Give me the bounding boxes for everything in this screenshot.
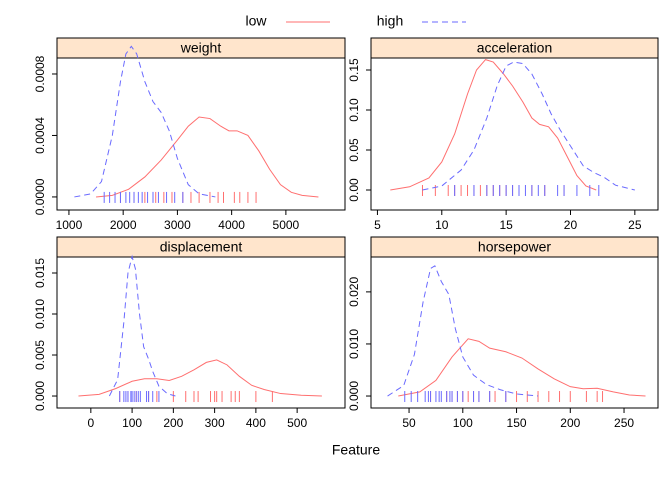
panel-frame (56, 256, 346, 409)
y-tick-label: 0.000 (33, 381, 47, 411)
x-tick-label: 100 (453, 416, 473, 430)
x-tick-label: 1000 (56, 218, 83, 232)
x-axis-label: Feature (332, 442, 380, 458)
legend-label: low (245, 13, 267, 29)
density-line (108, 254, 176, 397)
x-tick-label: 10 (435, 218, 449, 232)
panel-frame (370, 57, 659, 211)
x-tick-label: 200 (163, 416, 183, 430)
panel-title: horsepower (478, 239, 551, 255)
legend-label: high (377, 13, 403, 29)
x-tick-label: 300 (205, 416, 225, 430)
density-line (387, 265, 539, 397)
panel-frame (56, 57, 346, 211)
y-tick-label: 0.15 (347, 58, 361, 82)
density-line (78, 359, 322, 397)
panel-title: weight (180, 40, 222, 56)
x-tick-label: 100 (122, 416, 142, 430)
y-tick-label: 0.0008 (33, 55, 47, 92)
density-line (398, 338, 646, 397)
x-tick-label: 150 (507, 416, 527, 430)
x-tick-label: 0 (87, 416, 94, 430)
density-line (96, 116, 319, 198)
x-tick-label: 2000 (110, 218, 137, 232)
density-line (422, 61, 635, 191)
panel-frame (370, 256, 659, 409)
x-tick-label: 20 (564, 218, 578, 232)
y-tick-label: 0.00 (347, 178, 361, 202)
x-tick-label: 200 (560, 416, 580, 430)
y-tick-label: 0.0000 (33, 178, 47, 215)
x-tick-label: 250 (614, 416, 634, 430)
x-tick-label: 50 (402, 416, 416, 430)
y-tick-label: 0.010 (347, 329, 361, 359)
y-tick-label: 0.10 (347, 98, 361, 122)
x-tick-label: 5 (374, 218, 381, 232)
x-tick-label: 3000 (164, 218, 191, 232)
panel-title: displacement (160, 239, 243, 255)
x-tick-label: 500 (287, 416, 307, 430)
x-tick-label: 400 (246, 416, 266, 430)
y-tick-label: 0.05 (347, 138, 361, 162)
y-tick-label: 0.010 (33, 299, 47, 329)
x-tick-label: 25 (628, 218, 642, 232)
x-tick-label: 5000 (273, 218, 300, 232)
y-tick-label: 0.015 (33, 258, 47, 288)
y-tick-label: 0.020 (347, 277, 361, 307)
y-tick-label: 0.0004 (33, 117, 47, 154)
x-tick-label: 4000 (218, 218, 245, 232)
y-tick-label: 0.005 (33, 340, 47, 370)
x-tick-label: 15 (499, 218, 513, 232)
density-line (390, 59, 597, 191)
y-tick-label: 0.000 (347, 381, 361, 411)
panel-title: acceleration (477, 40, 553, 56)
